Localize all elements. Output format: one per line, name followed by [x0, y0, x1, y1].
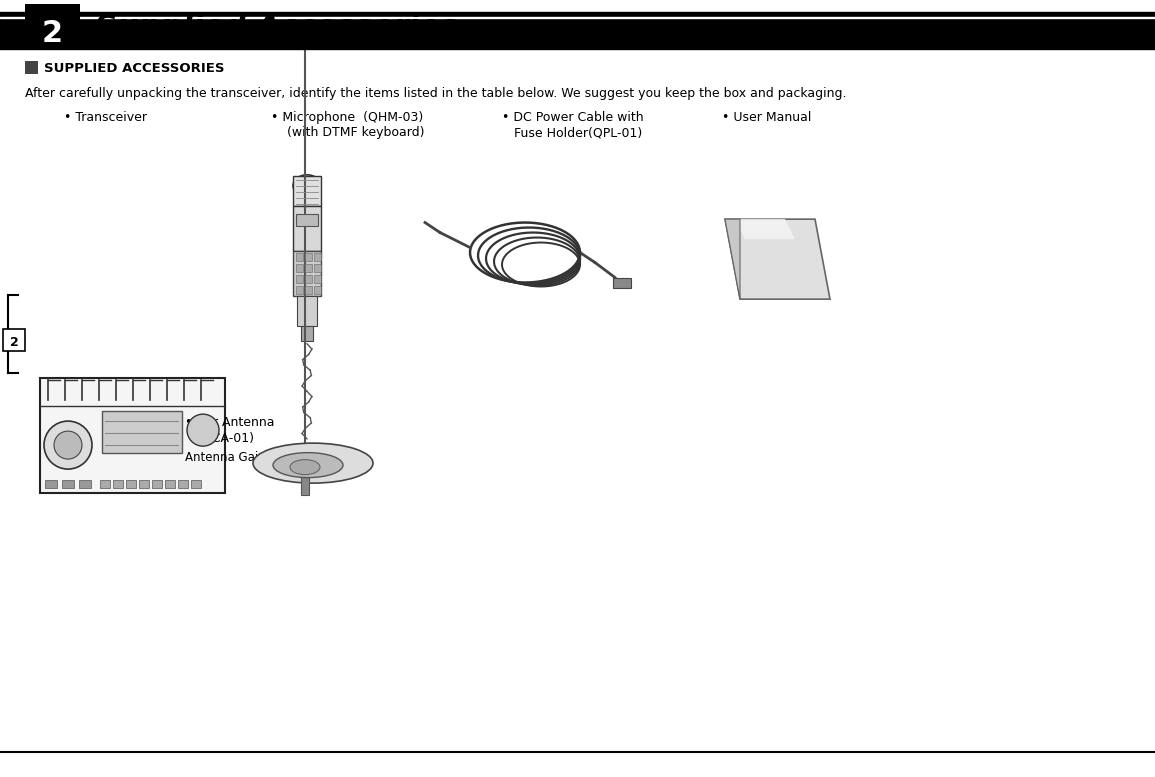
- Text: • DC Power Cable with
   Fuse Holder(QPL-01): • DC Power Cable with Fuse Holder(QPL-01…: [502, 111, 644, 139]
- Text: After carefully unpacking the transceiver, identify the items listed in the tabl: After carefully unpacking the transceive…: [25, 87, 847, 100]
- Ellipse shape: [290, 460, 320, 475]
- Polygon shape: [725, 219, 830, 299]
- Bar: [79, 480, 91, 489]
- Bar: [296, 275, 303, 283]
- Bar: [152, 480, 162, 489]
- Bar: [301, 465, 310, 495]
- Bar: [62, 480, 74, 489]
- Text: 2: 2: [42, 19, 64, 47]
- Ellipse shape: [293, 175, 321, 197]
- Bar: [297, 296, 316, 326]
- Bar: [178, 480, 188, 489]
- Ellipse shape: [253, 443, 373, 483]
- Text: Antenna Gain:0dBi: Antenna Gain:0dBi: [185, 451, 296, 464]
- Text: • Car Antenna: • Car Antenna: [185, 416, 275, 429]
- Text: • User Manual: • User Manual: [722, 111, 811, 124]
- Bar: [301, 326, 313, 341]
- Text: 2: 2: [9, 336, 18, 349]
- Bar: [296, 264, 303, 272]
- Bar: [314, 275, 321, 283]
- Polygon shape: [735, 219, 795, 239]
- Bar: [100, 480, 110, 489]
- Bar: [293, 176, 321, 206]
- Bar: [305, 275, 312, 283]
- Bar: [314, 253, 321, 261]
- Text: • Transceiver: • Transceiver: [64, 111, 147, 124]
- Bar: [293, 251, 321, 296]
- Ellipse shape: [273, 453, 343, 478]
- Circle shape: [187, 414, 219, 446]
- Bar: [25, 61, 38, 74]
- Bar: [305, 253, 312, 261]
- Bar: [191, 480, 201, 489]
- Bar: [25, 4, 80, 49]
- Bar: [102, 411, 182, 453]
- Bar: [139, 480, 149, 489]
- Bar: [113, 480, 122, 489]
- Bar: [296, 214, 318, 226]
- Text: SUPPLIED ACCESSORIES: SUPPLIED ACCESSORIES: [44, 62, 224, 75]
- Text: • Microphone  (QHM-03)
    (with DTMF keyboard): • Microphone (QHM-03) (with DTMF keyboar…: [271, 111, 425, 139]
- Bar: [305, 264, 312, 272]
- Bar: [293, 206, 321, 251]
- Text: (QCA-01): (QCA-01): [185, 431, 254, 444]
- Bar: [296, 253, 303, 261]
- Circle shape: [54, 431, 82, 459]
- Bar: [3, 329, 25, 351]
- Bar: [45, 480, 57, 489]
- Bar: [314, 286, 321, 294]
- Bar: [126, 480, 136, 489]
- Bar: [305, 286, 312, 294]
- Bar: [296, 286, 303, 294]
- Bar: [613, 277, 631, 287]
- Bar: [40, 378, 225, 493]
- Text: Supplied Accessories: Supplied Accessories: [95, 13, 457, 43]
- Circle shape: [44, 421, 92, 469]
- Polygon shape: [725, 219, 740, 299]
- Bar: [165, 480, 176, 489]
- Bar: [314, 264, 321, 272]
